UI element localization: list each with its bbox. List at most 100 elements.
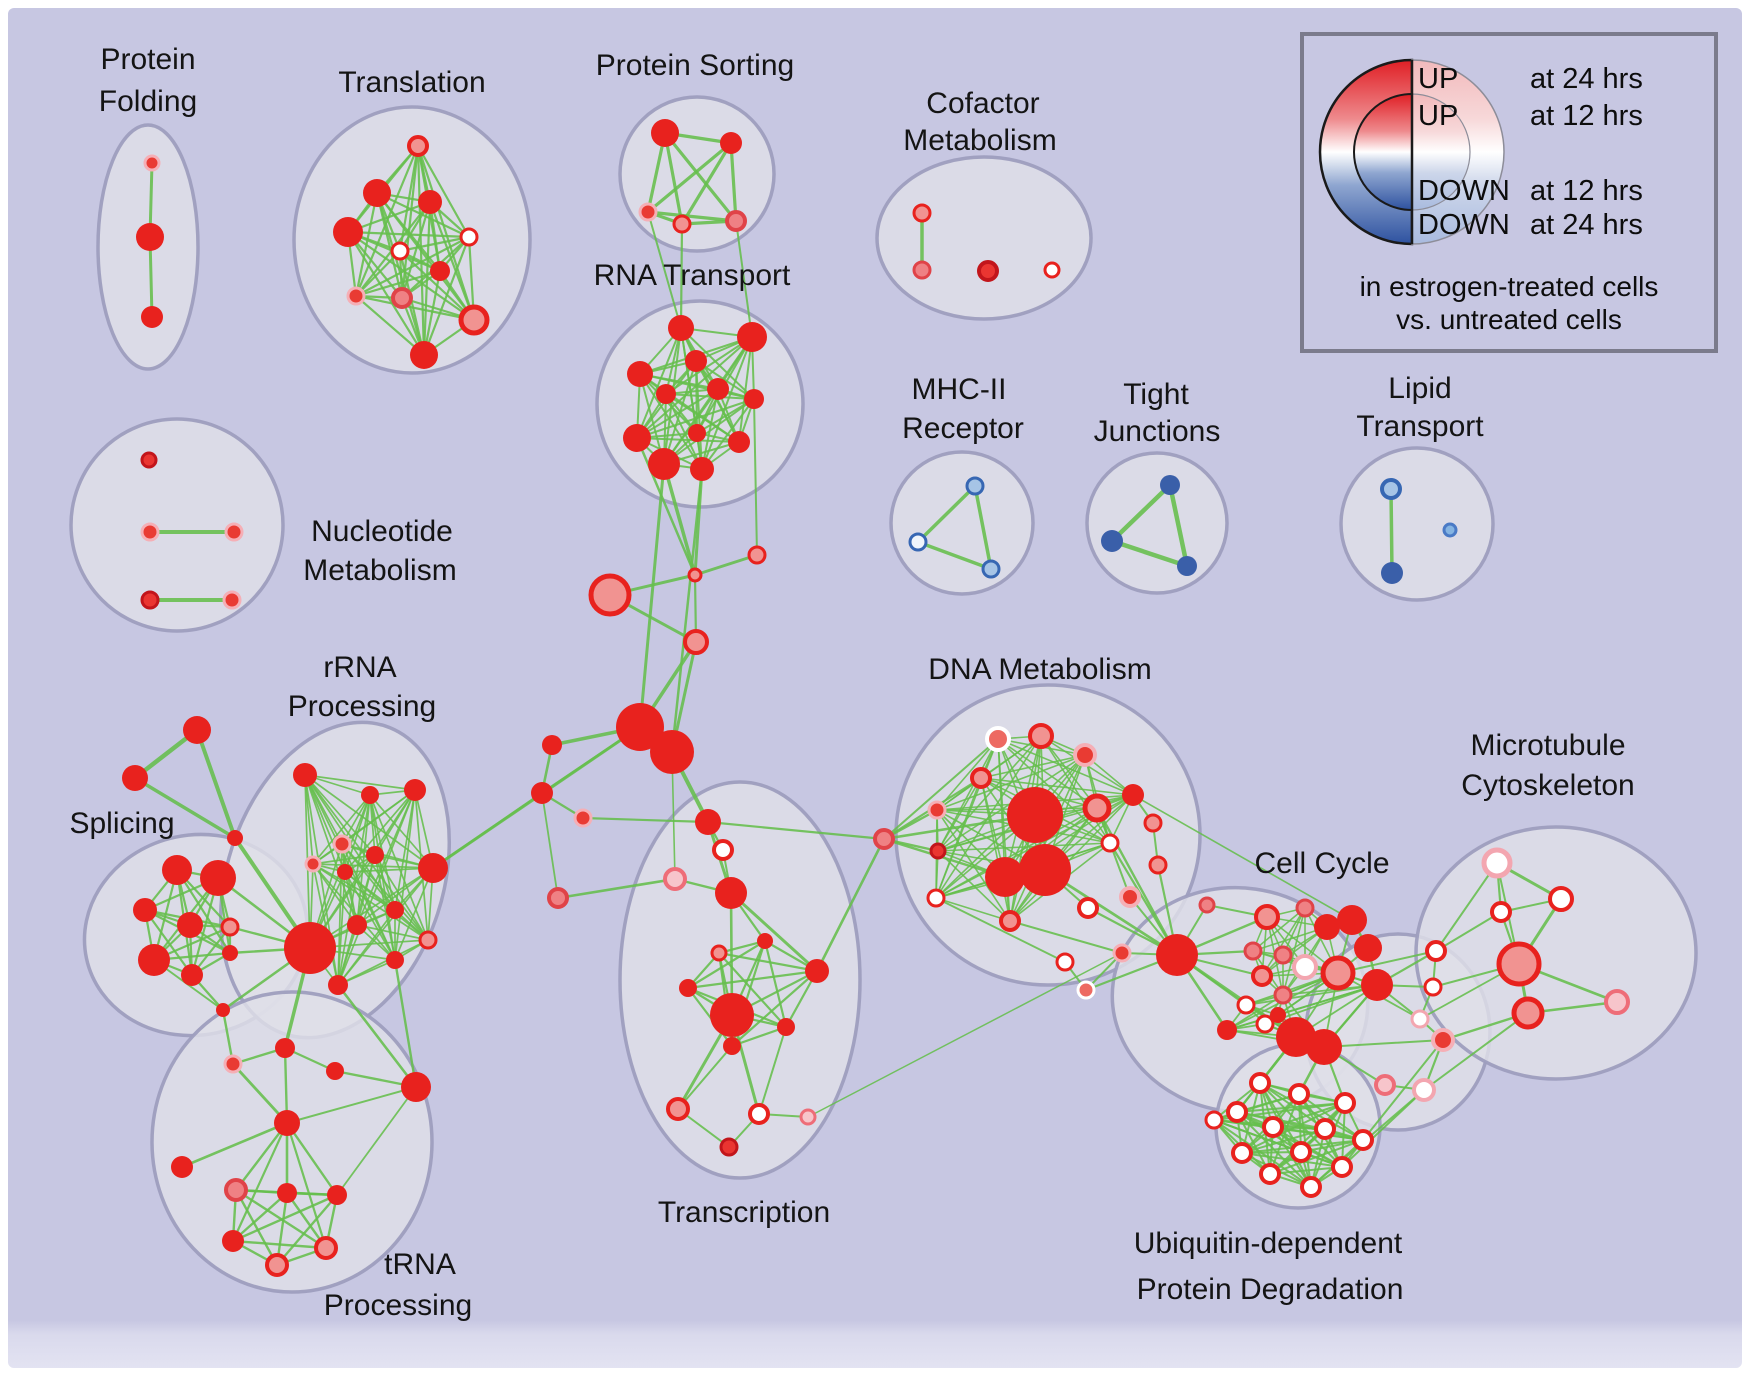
interaction-edge: [665, 393, 703, 470]
gene-node-cy16: [1217, 1020, 1237, 1040]
cluster-label: Ubiquitin-dependent: [1134, 1227, 1403, 1260]
interaction-edge: [356, 924, 429, 941]
gene-node-n2: [140, 522, 160, 542]
gene-node-rr3: [404, 779, 426, 801]
gene-node-dm9: [1007, 787, 1063, 843]
gene-node-dm19: [1055, 952, 1075, 972]
interaction-edge: [304, 774, 376, 856]
interaction-edge: [394, 789, 416, 961]
gene-node-rr12: [328, 975, 348, 995]
cluster-label: tRNA: [384, 1248, 456, 1281]
gene-node-t11: [410, 341, 438, 369]
interaction-edge: [398, 249, 426, 357]
gene-node-ub12: [1300, 1176, 1322, 1198]
gene-node-cm3: [977, 260, 999, 282]
gene-node-rr10: [347, 915, 367, 935]
gene-node-rr8: [418, 853, 448, 883]
gene-node-mh2: [908, 532, 928, 552]
interaction-edge: [581, 816, 710, 824]
cluster-label: Processing: [324, 1289, 472, 1322]
gene-node-tn1: [274, 1110, 300, 1136]
interaction-edge: [304, 774, 416, 791]
cluster-ellipse: [69, 417, 285, 633]
gene-node-dm0: [873, 828, 895, 850]
cluster-label: Folding: [99, 85, 197, 118]
interaction-edge: [1362, 1039, 1444, 1141]
interaction-edge: [231, 1191, 289, 1243]
interaction-edge: [980, 777, 1134, 796]
interaction-edge: [1167, 482, 1190, 569]
gene-node-n4: [140, 590, 160, 610]
gene-node-tx12: [723, 1037, 741, 1055]
gene-node-tx7: [710, 944, 728, 962]
cluster-label: Protein Sorting: [596, 49, 794, 82]
gene-node-r1: [668, 315, 694, 341]
interaction-edge: [374, 854, 396, 911]
interaction-edge: [337, 909, 396, 986]
gene-node-cy5: [1354, 934, 1382, 962]
cluster-label: Transcription: [658, 1196, 830, 1229]
gene-node-cy11: [1251, 965, 1273, 987]
gene-node-tj2: [1101, 530, 1123, 552]
gene-node-tp2: [275, 1038, 295, 1058]
interaction-edge: [680, 327, 755, 400]
interaction-edge: [1423, 1012, 1529, 1091]
interaction-edge: [354, 294, 476, 322]
gene-node-t4: [333, 217, 363, 247]
interaction-edge: [286, 1086, 417, 1124]
gene-node-cm2: [912, 260, 932, 280]
gene-node-sp8: [222, 945, 238, 961]
cluster-label: rRNA: [323, 651, 396, 684]
gene-node-c2: [687, 567, 703, 583]
gene-node-t3: [418, 190, 442, 214]
interaction-edge: [336, 983, 418, 1089]
interaction-edge: [374, 854, 429, 941]
legend-up-12-label: UP: [1418, 100, 1459, 132]
gene-node-cy8: [1292, 954, 1318, 980]
gene-node-ub11: [1331, 1156, 1353, 1178]
legend-up-12-time: at 12 hrs: [1530, 100, 1643, 132]
interaction-edge: [670, 467, 704, 754]
gene-node-sp3: [133, 898, 157, 922]
gene-node-ub13: [1204, 1110, 1224, 1130]
gene-node-tx1: [695, 809, 721, 835]
gene-node-dm8: [929, 842, 947, 860]
gene-node-tn8: [265, 1253, 289, 1277]
interaction-edge: [662, 462, 697, 577]
gene-node-tx11: [777, 1018, 795, 1036]
interaction-edge: [980, 754, 1086, 779]
cluster-label: Cell Cycle: [1254, 847, 1389, 880]
interaction-edge: [422, 269, 442, 357]
gene-node-cy22: [1410, 1009, 1430, 1029]
legend-down-12-time: at 12 hrs: [1530, 175, 1643, 207]
gene-node-tn5: [327, 1185, 347, 1205]
interaction-edge: [416, 144, 471, 239]
gene-node-dm17: [1143, 813, 1163, 833]
gene-node-dm5: [927, 800, 947, 820]
cluster-ellipse: [1414, 825, 1698, 1081]
cluster-labels-layer: Protein Folding Translation Protein Sorting…: [69, 43, 1634, 1322]
interaction-edge: [1095, 806, 1179, 957]
interaction-edge: [275, 1193, 339, 1267]
gene-node-ub7: [1231, 1142, 1253, 1164]
gene-node-cy7: [1273, 945, 1293, 965]
interaction-edge: [937, 842, 1111, 852]
gene-node-dm21: [1076, 980, 1096, 1000]
gene-node-tn4: [277, 1183, 297, 1203]
gene-node-r11: [690, 457, 714, 481]
interaction-edge: [1389, 487, 1394, 575]
interaction-edge: [916, 540, 993, 571]
nodes-layer: [122, 119, 1630, 1277]
cluster-label: Protein: [100, 43, 195, 76]
gene-node-tx9: [805, 959, 829, 983]
gene-node-pf2: [136, 223, 164, 251]
gene-node-r7: [744, 389, 764, 409]
gene-node-cy21: [1423, 977, 1443, 997]
interaction-edge: [807, 952, 1123, 1118]
interaction-edge: [312, 854, 376, 865]
gene-node-sp4: [177, 912, 203, 938]
interaction-edge: [636, 437, 740, 443]
interaction-edge: [394, 867, 434, 961]
